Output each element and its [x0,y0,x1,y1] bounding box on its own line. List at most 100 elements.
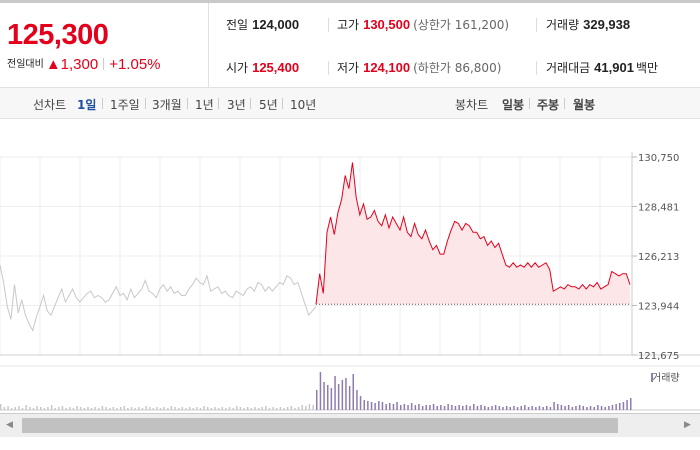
volume-bar [14,407,16,410]
volume-bar [327,385,329,410]
period-1d[interactable]: 1일 [77,98,97,112]
volume-bar [619,403,621,410]
volume-bar [513,406,515,410]
volume-bar [294,408,296,410]
volume-bar [436,406,438,410]
candle-daily[interactable]: 일봉 [502,98,525,112]
volume-bar [185,408,187,410]
period-10y[interactable]: 10년 [290,98,317,112]
volume-bar [432,404,435,410]
volume-bar [228,407,231,410]
volume-bar [505,406,508,410]
volume-bar [564,406,566,410]
volume-bar [429,405,431,410]
volume-bar [403,404,406,410]
divider [536,18,537,32]
volume-bar [305,406,307,410]
volume-bar [381,402,384,410]
period-3m[interactable]: 3개월 [152,98,182,112]
volume-bar [557,404,559,410]
period-1y[interactable]: 1년 [195,98,214,112]
change-percent: +1.05% [109,56,161,73]
low-label: 저가 [337,61,360,75]
scroll-left-icon[interactable]: ◀ [6,420,13,430]
volume-bar [214,407,216,410]
volume-bar [199,408,202,410]
volume-bar [374,403,376,410]
period-3y[interactable]: 3년 [227,98,246,112]
volume-bar [61,406,64,410]
volume-bar [141,408,144,410]
volume-bar [40,407,42,410]
volume-legend-label: 거래량 [652,372,680,384]
volume-bar [69,407,71,410]
volume-bar [597,405,599,410]
volume-bar [10,408,13,410]
scrollbar-thumb[interactable] [22,418,618,433]
volume-bar [575,406,577,410]
y-tick-label: 130,750 [638,153,679,164]
volume-bar [615,404,617,410]
volume-bar [50,405,53,410]
volume-bar [210,408,213,410]
volume-bar [156,407,158,410]
volume-bar [571,407,574,410]
volume-bar [418,404,420,410]
volume-bar [425,405,427,410]
volume-bar [531,406,533,410]
volume-legend-swatch [651,373,653,382]
amount-unit: 백만 [635,61,659,75]
high-label: 고가 [337,18,360,32]
divider [529,98,530,109]
volume-bar [476,406,479,410]
period-5y[interactable]: 5년 [259,98,278,112]
period-1w[interactable]: 1주일 [110,98,140,112]
volume-bar [608,406,610,410]
volume-bar [54,408,56,410]
scroll-right-icon[interactable]: ▶ [684,420,691,430]
stat-open: 시가 125,400 [226,59,299,76]
volume-bar [473,404,475,410]
volume-bar [465,405,468,410]
y-tick-label: 121,675 [638,351,679,362]
volume-bar [257,408,260,410]
volume-bar [25,405,27,410]
volume-bar [359,396,362,410]
divider [250,98,251,109]
volume-bar [3,407,6,410]
volume-bar [247,407,249,410]
volume-bar [370,402,373,410]
volume-bar [286,407,289,410]
volume-bar [396,402,398,410]
candle-weekly[interactable]: 주봉 [537,98,560,112]
volume-bar [18,406,20,410]
volume-bar [334,376,336,410]
volume-bar [410,403,413,410]
volume-bar [626,400,628,410]
chart-scrollbar[interactable]: ◀ ▶ [0,413,700,437]
volume-bar [469,406,471,410]
y-tick-label: 123,944 [638,302,679,313]
y-tick-label: 126,213 [638,252,679,263]
volume-bar [21,408,24,410]
open-value: 125,400 [252,60,300,75]
volume-bar [589,406,592,410]
volume-bar [207,407,209,410]
volume-bar [509,407,511,410]
prev-close-value: 124,000 [252,17,300,32]
candle-monthly[interactable]: 월봉 [573,98,596,112]
volume-bar [312,405,314,410]
volume-bar [487,407,490,410]
volume-bar [65,408,67,410]
price-change: 전일대비 ▲1,300 +1.05% [7,55,161,73]
stat-prev-close: 전일 124,000 [226,16,299,33]
volume-bar [516,407,519,410]
volume-bar [378,401,380,410]
volume-bar [236,406,238,410]
volume-bar [345,378,347,410]
volume-bar [356,390,358,410]
volume-bar [148,407,151,410]
volume-bar [116,408,118,410]
volume-bar [87,407,89,410]
volume-bar [520,406,522,410]
